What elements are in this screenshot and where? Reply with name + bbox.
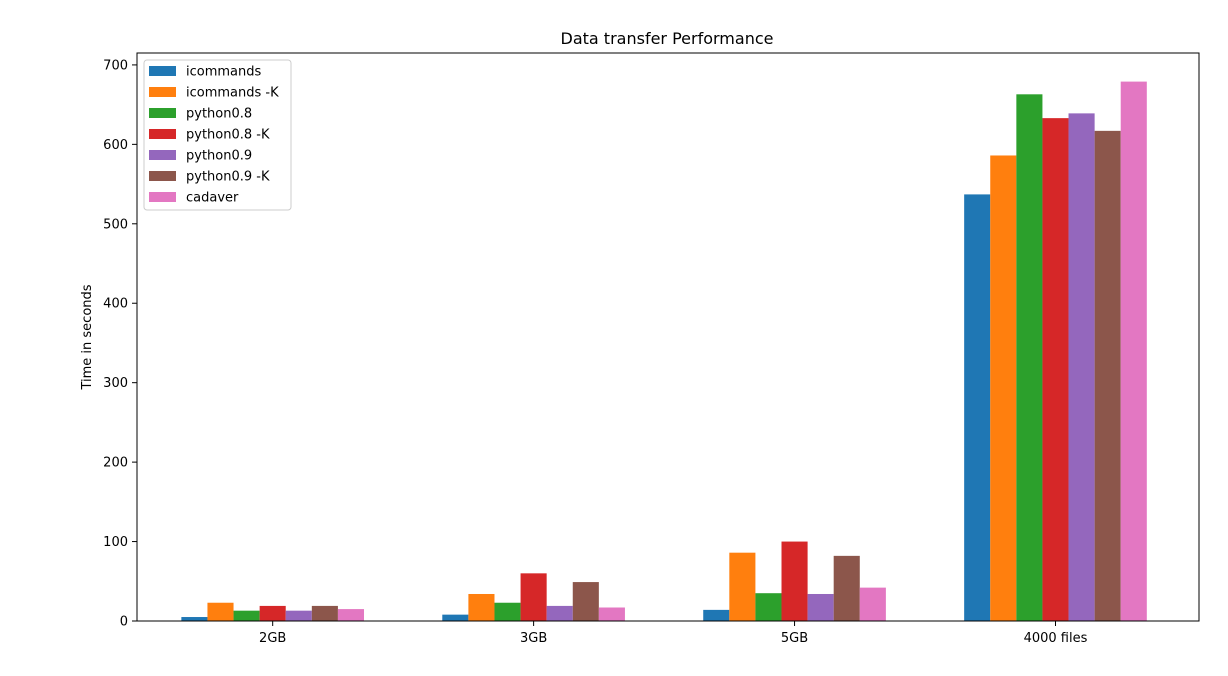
legend-entry-label: python0.9 -K [186, 170, 270, 185]
bar-5-2 [546, 605, 573, 621]
legend-swatch [149, 66, 176, 76]
bars-layer [181, 81, 1147, 622]
bar-3-1 [233, 610, 260, 621]
y-tick-label: 200 [103, 456, 128, 471]
bar-6-2 [572, 582, 599, 621]
y-tick-label: 600 [103, 138, 128, 153]
legend-entry-label: python0.8 [186, 107, 252, 122]
bar-7-2 [598, 607, 625, 621]
y-tick-label: 500 [103, 217, 128, 232]
bar-3-3 [755, 593, 782, 621]
bar-3-2 [494, 602, 521, 621]
bar-7-4 [1120, 81, 1147, 622]
bar-5-4 [1068, 113, 1095, 622]
y-tick-label: 400 [103, 297, 128, 312]
x-tick-label: 5GB [781, 631, 808, 646]
bar-6-3 [833, 555, 860, 621]
bar-5-1 [285, 610, 312, 621]
bar-5-3 [807, 593, 834, 621]
x-tick-label: 3GB [520, 631, 547, 646]
bar-1-4 [964, 194, 991, 621]
bar-7-1 [337, 609, 365, 621]
legend-entry-label: python0.8 -K [186, 128, 270, 143]
y-axis: 0 100 200 300 400 500 600 700 [103, 58, 137, 630]
bar-2-2 [468, 593, 495, 621]
bar-2-1 [207, 602, 234, 621]
y-tick-label: 100 [103, 535, 128, 550]
x-axis: 2GB 3GB 5GB 4000 files [259, 621, 1088, 646]
legend-box [143, 59, 292, 211]
legend-entry-label: cadaver [186, 191, 239, 206]
bar-2-3 [729, 552, 756, 621]
bar-1-3 [703, 609, 730, 621]
chart-title: Data transfer Performance [561, 29, 774, 48]
bar-1-2 [442, 614, 469, 621]
y-tick-label: 0 [120, 615, 128, 630]
bar-7-3 [859, 587, 886, 621]
bar-4-1 [259, 605, 286, 621]
bar-4-3 [781, 541, 808, 621]
bar-1-1 [181, 617, 208, 621]
bar-4-2 [520, 573, 547, 621]
bar-6-4 [1094, 130, 1121, 621]
legend-swatch [149, 108, 176, 118]
legend-entry-label: icommands -K [186, 86, 279, 101]
legend-entry-label: icommands [186, 65, 261, 80]
legend-swatch [149, 150, 176, 160]
bar-6-1 [311, 605, 338, 621]
bar-2-4 [990, 155, 1017, 622]
y-tick-label: 700 [103, 58, 128, 73]
legend-swatch [149, 129, 176, 139]
legend-swatch [149, 192, 176, 202]
legend-entry-label: python0.9 [186, 149, 252, 164]
x-tick-label: 2GB [259, 631, 286, 646]
legend-swatch [149, 171, 176, 181]
bar-4-4 [1042, 118, 1069, 621]
bar-3-4 [1016, 94, 1043, 621]
legend-swatch [149, 87, 176, 97]
legend: icommands icommands -K python0.8 python0.8 … [143, 59, 292, 211]
y-axis-label: Time in seconds [80, 284, 95, 390]
x-tick-label: 4000 files [1024, 631, 1088, 646]
y-tick-label: 300 [103, 376, 128, 391]
plot-frame [136, 52, 1200, 622]
